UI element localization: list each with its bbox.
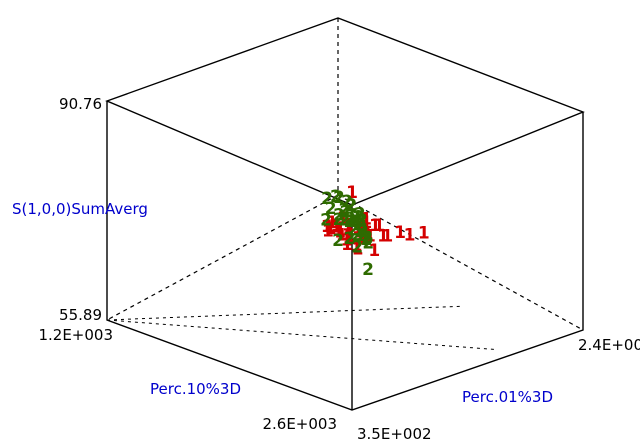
point-class-2-29: 2 bbox=[362, 234, 374, 254]
point-class-1-8: 1 bbox=[381, 226, 393, 246]
point-class-2-10: 2 bbox=[354, 211, 366, 231]
point-class-1-10: 1 bbox=[336, 226, 348, 246]
point-class-2-20: 2 bbox=[361, 228, 373, 248]
y-min-tick: 3.5E+002 bbox=[357, 425, 432, 440]
point-class-1-7: 1 bbox=[404, 225, 416, 245]
point-class-2-5: 2 bbox=[330, 187, 342, 207]
point-class-2-24: 2 bbox=[344, 209, 356, 229]
point-class-2-1: 2 bbox=[321, 189, 333, 209]
point-class-2-11: 2 bbox=[345, 196, 357, 216]
point-class-2-4: 2 bbox=[325, 199, 337, 219]
point-class-1-16: 1 bbox=[356, 230, 368, 250]
point-class-2-13: 2 bbox=[341, 192, 353, 212]
point-class-1-29: 1 bbox=[352, 240, 364, 260]
point-class-1-14: 1 bbox=[333, 221, 345, 241]
point-class-2-9: 2 bbox=[354, 204, 366, 224]
point-class-1-5: 1 bbox=[337, 209, 349, 229]
point-class-1-25: 1 bbox=[331, 218, 343, 238]
z-axis-label: S(1,0,0)SumAverg bbox=[12, 200, 148, 218]
point-class-2-0: 2 bbox=[332, 231, 344, 251]
point-class-2-21: 2 bbox=[353, 208, 365, 228]
point-class-1-22: 1 bbox=[321, 217, 333, 237]
point-class-1-15: 1 bbox=[341, 235, 353, 255]
point-class-2-18: 2 bbox=[347, 221, 359, 241]
point-class-2-31: 2 bbox=[333, 188, 345, 208]
point-class-2-2: 2 bbox=[333, 205, 345, 225]
point-class-1-34: 1 bbox=[352, 218, 364, 238]
point-class-1-30: 1 bbox=[351, 236, 363, 256]
point-class-2-19: 2 bbox=[350, 212, 362, 232]
point-class-2-8: 2 bbox=[351, 226, 363, 246]
point-class-1-3: 1 bbox=[394, 223, 406, 243]
point-class-1-28: 1 bbox=[357, 219, 369, 239]
point-class-1-21: 1 bbox=[323, 217, 335, 237]
z-min-tick: 55.89 bbox=[59, 306, 102, 324]
point-class-2-3: 2 bbox=[338, 211, 350, 231]
point-class-1-18: 1 bbox=[322, 222, 334, 242]
point-class-2-16: 2 bbox=[356, 211, 368, 231]
box-hidden-edges bbox=[106, 18, 584, 331]
point-class-1-35: 1 bbox=[360, 209, 372, 229]
point-class-1-31: 1 bbox=[364, 227, 376, 247]
box-frame bbox=[105, 17, 585, 411]
point-class-1-2: 1 bbox=[418, 224, 430, 244]
point-class-1-17: 1 bbox=[343, 216, 355, 236]
point-class-2-15: 2 bbox=[356, 220, 368, 240]
y-max-tick: 2.4E+003 bbox=[578, 336, 640, 354]
point-class-1-27: 1 bbox=[342, 216, 354, 236]
x-min-tick: 1.2E+003 bbox=[38, 326, 113, 344]
point-class-2-26: 2 bbox=[351, 238, 363, 258]
point-class-1-0: 1 bbox=[346, 183, 358, 203]
point-class-2-6: 2 bbox=[339, 202, 351, 222]
y-axis-label: Perc.01%3D bbox=[462, 388, 553, 406]
point-class-1-4: 1 bbox=[373, 216, 385, 236]
point-class-2-7: 2 bbox=[344, 229, 356, 249]
point-class-2-32: 2 bbox=[361, 230, 373, 250]
projection-lines bbox=[106, 305, 496, 350]
point-class-2-27: 2 bbox=[320, 211, 332, 231]
point-class-1-13: 1 bbox=[344, 227, 356, 247]
z-max-tick: 90.76 bbox=[59, 95, 102, 113]
point-class-1-6: 1 bbox=[377, 227, 389, 247]
x-axis-label: Perc.10%3D bbox=[150, 380, 241, 398]
guide-line-2 bbox=[106, 305, 463, 321]
point-class-1-36: 1 bbox=[359, 225, 371, 245]
point-class-2-25: 2 bbox=[362, 260, 374, 280]
guide-line-1 bbox=[106, 319, 496, 350]
point-class-1-24: 1 bbox=[324, 219, 336, 239]
point-class-1-1: 1 bbox=[360, 213, 372, 233]
point-class-2-17: 2 bbox=[349, 208, 361, 228]
point-class-1-26: 1 bbox=[341, 230, 353, 250]
x-max-tick: 2.6E+003 bbox=[262, 415, 337, 433]
point-class-1-12: 1 bbox=[342, 229, 354, 249]
point-class-1-9: 1 bbox=[369, 216, 381, 236]
point-class-1-23: 1 bbox=[334, 223, 346, 243]
point-class-2-28: 2 bbox=[333, 210, 345, 230]
point-class-2-14: 2 bbox=[355, 215, 367, 235]
point-class-2-30: 2 bbox=[357, 226, 369, 246]
point-class-2-34: 2 bbox=[357, 222, 369, 242]
point-class-1-20: 1 bbox=[326, 213, 338, 233]
point-class-2-23: 2 bbox=[344, 212, 356, 232]
point-class-1-33: 1 bbox=[362, 225, 374, 245]
box-visible-edges bbox=[105, 17, 585, 411]
point-class-1-32: 1 bbox=[368, 241, 380, 261]
point-class-2-12: 2 bbox=[345, 196, 357, 216]
point-class-1-11: 1 bbox=[355, 223, 367, 243]
point-class-1-19: 1 bbox=[331, 216, 343, 236]
point-class-2-22: 2 bbox=[338, 200, 350, 220]
point-class-2-33: 2 bbox=[346, 211, 358, 231]
